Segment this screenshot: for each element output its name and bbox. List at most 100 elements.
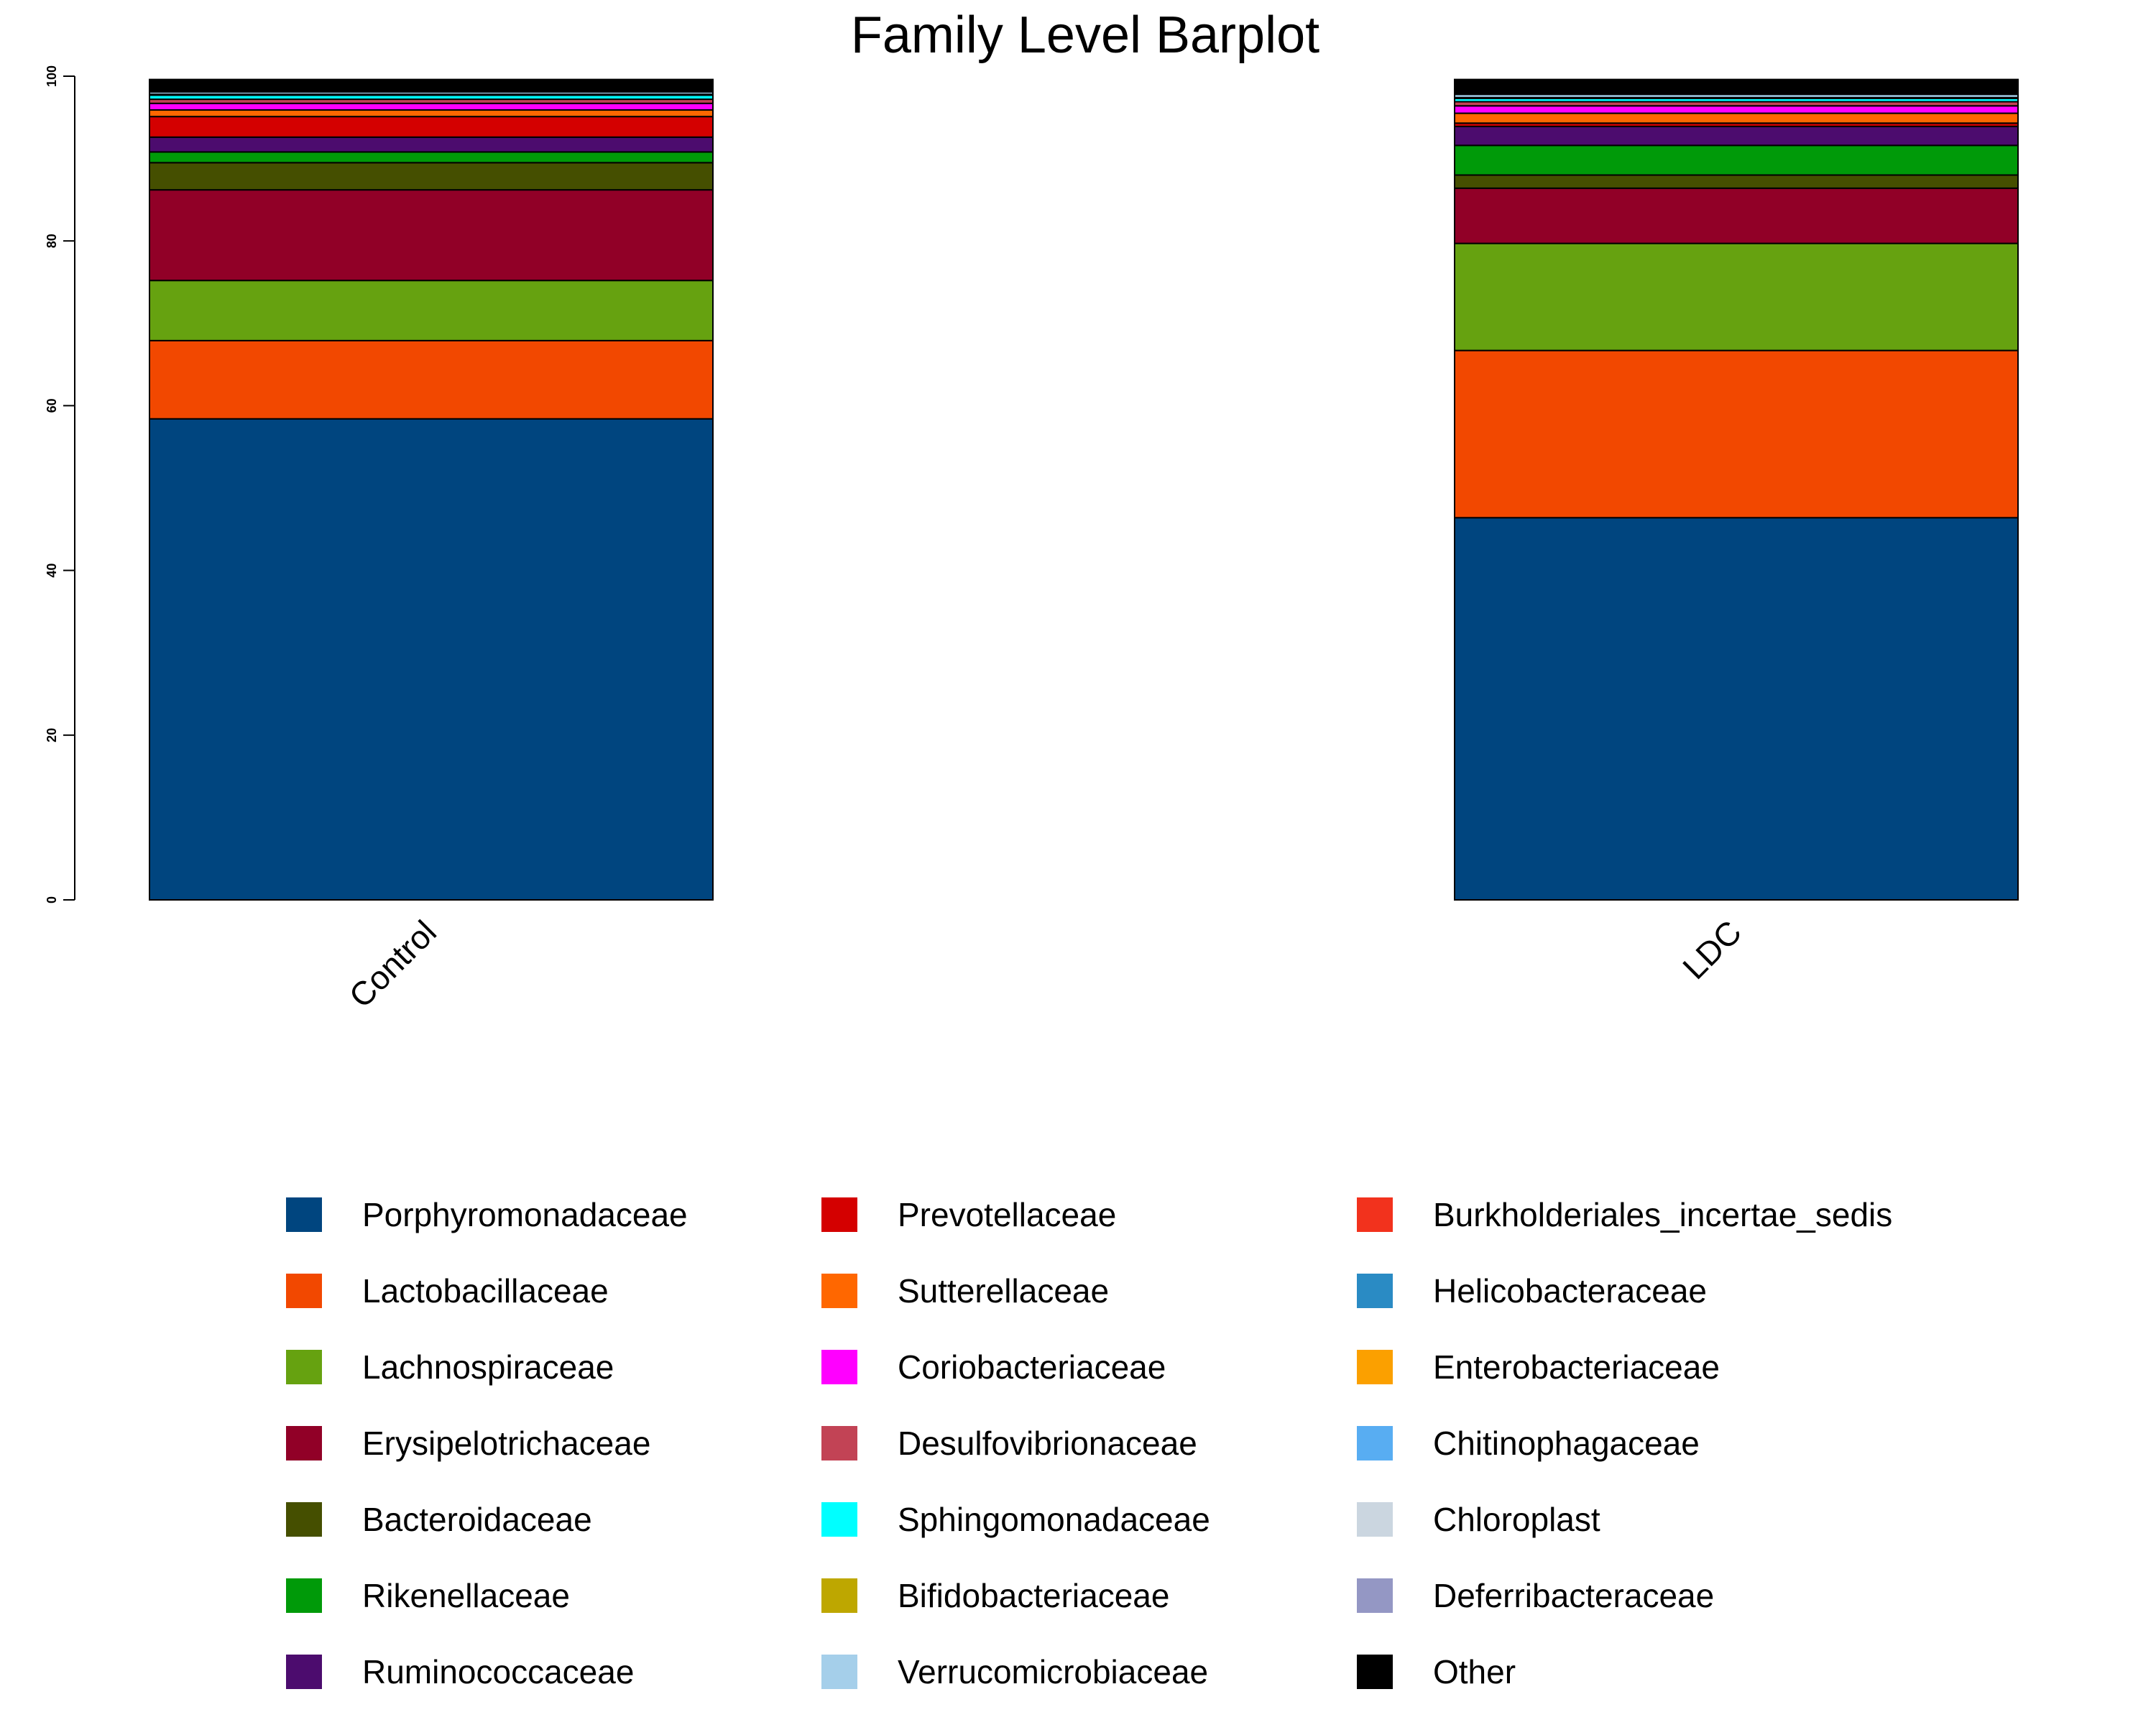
bar-segment-rikenellaceae (149, 151, 714, 164)
y-axis: 0 20 40 60 80 100 (45, 65, 75, 903)
bar-segment-rikenellaceae (1454, 144, 2019, 176)
y-tick-label: 60 (45, 398, 59, 413)
legend-label: Rikenellaceae (362, 1577, 570, 1614)
bar-segment-bacteroidaceae (1454, 174, 2019, 189)
legend-swatch (821, 1197, 857, 1232)
legend-label: Erysipelotrichaceae (362, 1425, 650, 1462)
legend-swatch (1357, 1350, 1393, 1384)
legend-label: Sphingomonadaceae (898, 1501, 1210, 1538)
bar-segment-ruminococcaceae (149, 136, 714, 153)
legend-item: Enterobacteriaceae (1357, 1348, 1720, 1386)
legend-label: Lactobacillaceae (362, 1272, 609, 1310)
legend-item: Chloroplast (1357, 1501, 1600, 1538)
bar-segment-ruminococcaceae (1454, 125, 2019, 147)
legend-swatch (821, 1655, 857, 1689)
legend-label: Chitinophagaceae (1433, 1425, 1700, 1462)
bar-segment-erysipelotrichaceae (1454, 187, 2019, 244)
legend-item: Chitinophagaceae (1357, 1425, 1700, 1462)
legend-swatch (286, 1578, 322, 1613)
legend-swatch (821, 1578, 857, 1613)
legend-label: Enterobacteriaceae (1433, 1348, 1720, 1386)
bar-segment-prevotellaceae (149, 116, 714, 138)
legend-label: Bacteroidaceae (362, 1501, 592, 1538)
bar-segment-sutterellaceae (1454, 112, 2019, 124)
legend-label: Other (1433, 1653, 1516, 1690)
bar-segment-other (149, 78, 714, 88)
legend-item: Lactobacillaceae (286, 1272, 609, 1310)
bar-segment-porphyromonadaceae (1454, 517, 2019, 901)
legend-swatch (821, 1502, 857, 1537)
y-tick-label: 40 (45, 564, 59, 578)
x-axis-labels: Control LDC (341, 913, 1749, 1015)
legend-item: Rikenellaceae (286, 1577, 570, 1614)
legend-swatch (286, 1655, 322, 1689)
bar-segment-lactobacillaceae (1454, 349, 2019, 519)
bar-segment-coriobacteriaceae (1454, 105, 2019, 114)
legend-swatch (1357, 1578, 1393, 1613)
legend-item: Verrucomicrobiaceae (821, 1653, 1208, 1690)
legend-swatch (286, 1502, 322, 1537)
bar-segment-lachnospiraceae (1454, 242, 2019, 351)
legend-swatch (286, 1350, 322, 1384)
legend-swatch (286, 1426, 322, 1460)
x-category-label: LDC (1675, 913, 1749, 986)
bar-segment-bacteroidaceae (149, 162, 714, 191)
legend-item: Sphingomonadaceae (821, 1501, 1210, 1538)
bars (149, 78, 2019, 901)
y-tick-label: 80 (45, 234, 59, 248)
legend-swatch (1357, 1426, 1393, 1460)
legend-label: Burkholderiales_incertae_sedis (1433, 1196, 1892, 1233)
legend-label: Chloroplast (1433, 1501, 1600, 1538)
legend-item: Lachnospiraceae (286, 1348, 614, 1386)
legend-label: Sutterellaceae (898, 1272, 1109, 1310)
legend-label: Prevotellaceae (898, 1196, 1116, 1233)
y-tick-label: 0 (45, 896, 59, 903)
legend-label: Verrucomicrobiaceae (898, 1653, 1208, 1690)
legend-item: Coriobacteriaceae (821, 1348, 1166, 1386)
legend-item: Prevotellaceae (821, 1196, 1116, 1233)
legend-item: Bifidobacteriaceae (821, 1577, 1169, 1614)
bar-segment-lactobacillaceae (149, 339, 714, 420)
legend-label: Helicobacteraceae (1433, 1272, 1707, 1310)
bar-segment-other (1454, 78, 2019, 91)
legend-item: Erysipelotrichaceae (286, 1425, 650, 1462)
legend-swatch (1357, 1197, 1393, 1232)
bar-segment-coriobacteriaceae (149, 102, 714, 111)
y-tick-label: 100 (45, 65, 59, 87)
legend-label: Coriobacteriaceae (898, 1348, 1166, 1386)
x-category-label: Control (341, 913, 443, 1015)
legend-item: Deferribacteraceae (1357, 1577, 1714, 1614)
bar-stack-ldc (1454, 78, 2019, 901)
legend-swatch (286, 1197, 322, 1232)
legend-swatch (1357, 1274, 1393, 1308)
legend-label: Bifidobacteriaceae (898, 1577, 1169, 1614)
legend-item: Sutterellaceae (821, 1272, 1109, 1310)
legend-swatch (286, 1274, 322, 1308)
legend-item: Bacteroidaceae (286, 1501, 592, 1538)
bar-segment-porphyromonadaceae (149, 418, 714, 901)
legend-label: Ruminococcaceae (362, 1653, 634, 1690)
legend-label: Deferribacteraceae (1433, 1577, 1714, 1614)
legend-item: Other (1357, 1653, 1516, 1690)
bar-segment-erysipelotrichaceae (149, 189, 714, 282)
legend-swatch (1357, 1655, 1393, 1689)
chart-title: Family Level Barplot (851, 6, 1319, 64)
legend-label: Porphyromonadaceae (362, 1196, 688, 1233)
bar-segment-lachnospiraceae (149, 280, 714, 341)
legend: Porphyromonadaceae Lactobacillaceae Lachno… (286, 1196, 1892, 1690)
legend-label: Lachnospiraceae (362, 1348, 614, 1386)
bar-stack-control (149, 78, 714, 901)
legend-item: Desulfovibrionaceae (821, 1425, 1197, 1462)
legend-item: Porphyromonadaceae (286, 1196, 688, 1233)
y-tick-label: 20 (45, 728, 59, 742)
legend-swatch (821, 1426, 857, 1460)
legend-label: Desulfovibrionaceae (898, 1425, 1197, 1462)
bar-segment-sutterellaceae (149, 109, 714, 118)
legend-item: Burkholderiales_incertae_sedis (1357, 1196, 1892, 1233)
legend-item: Helicobacteraceae (1357, 1272, 1707, 1310)
legend-swatch (821, 1350, 857, 1384)
legend-swatch (821, 1274, 857, 1308)
legend-swatch (1357, 1502, 1393, 1537)
legend-item: Ruminococcaceae (286, 1653, 634, 1690)
